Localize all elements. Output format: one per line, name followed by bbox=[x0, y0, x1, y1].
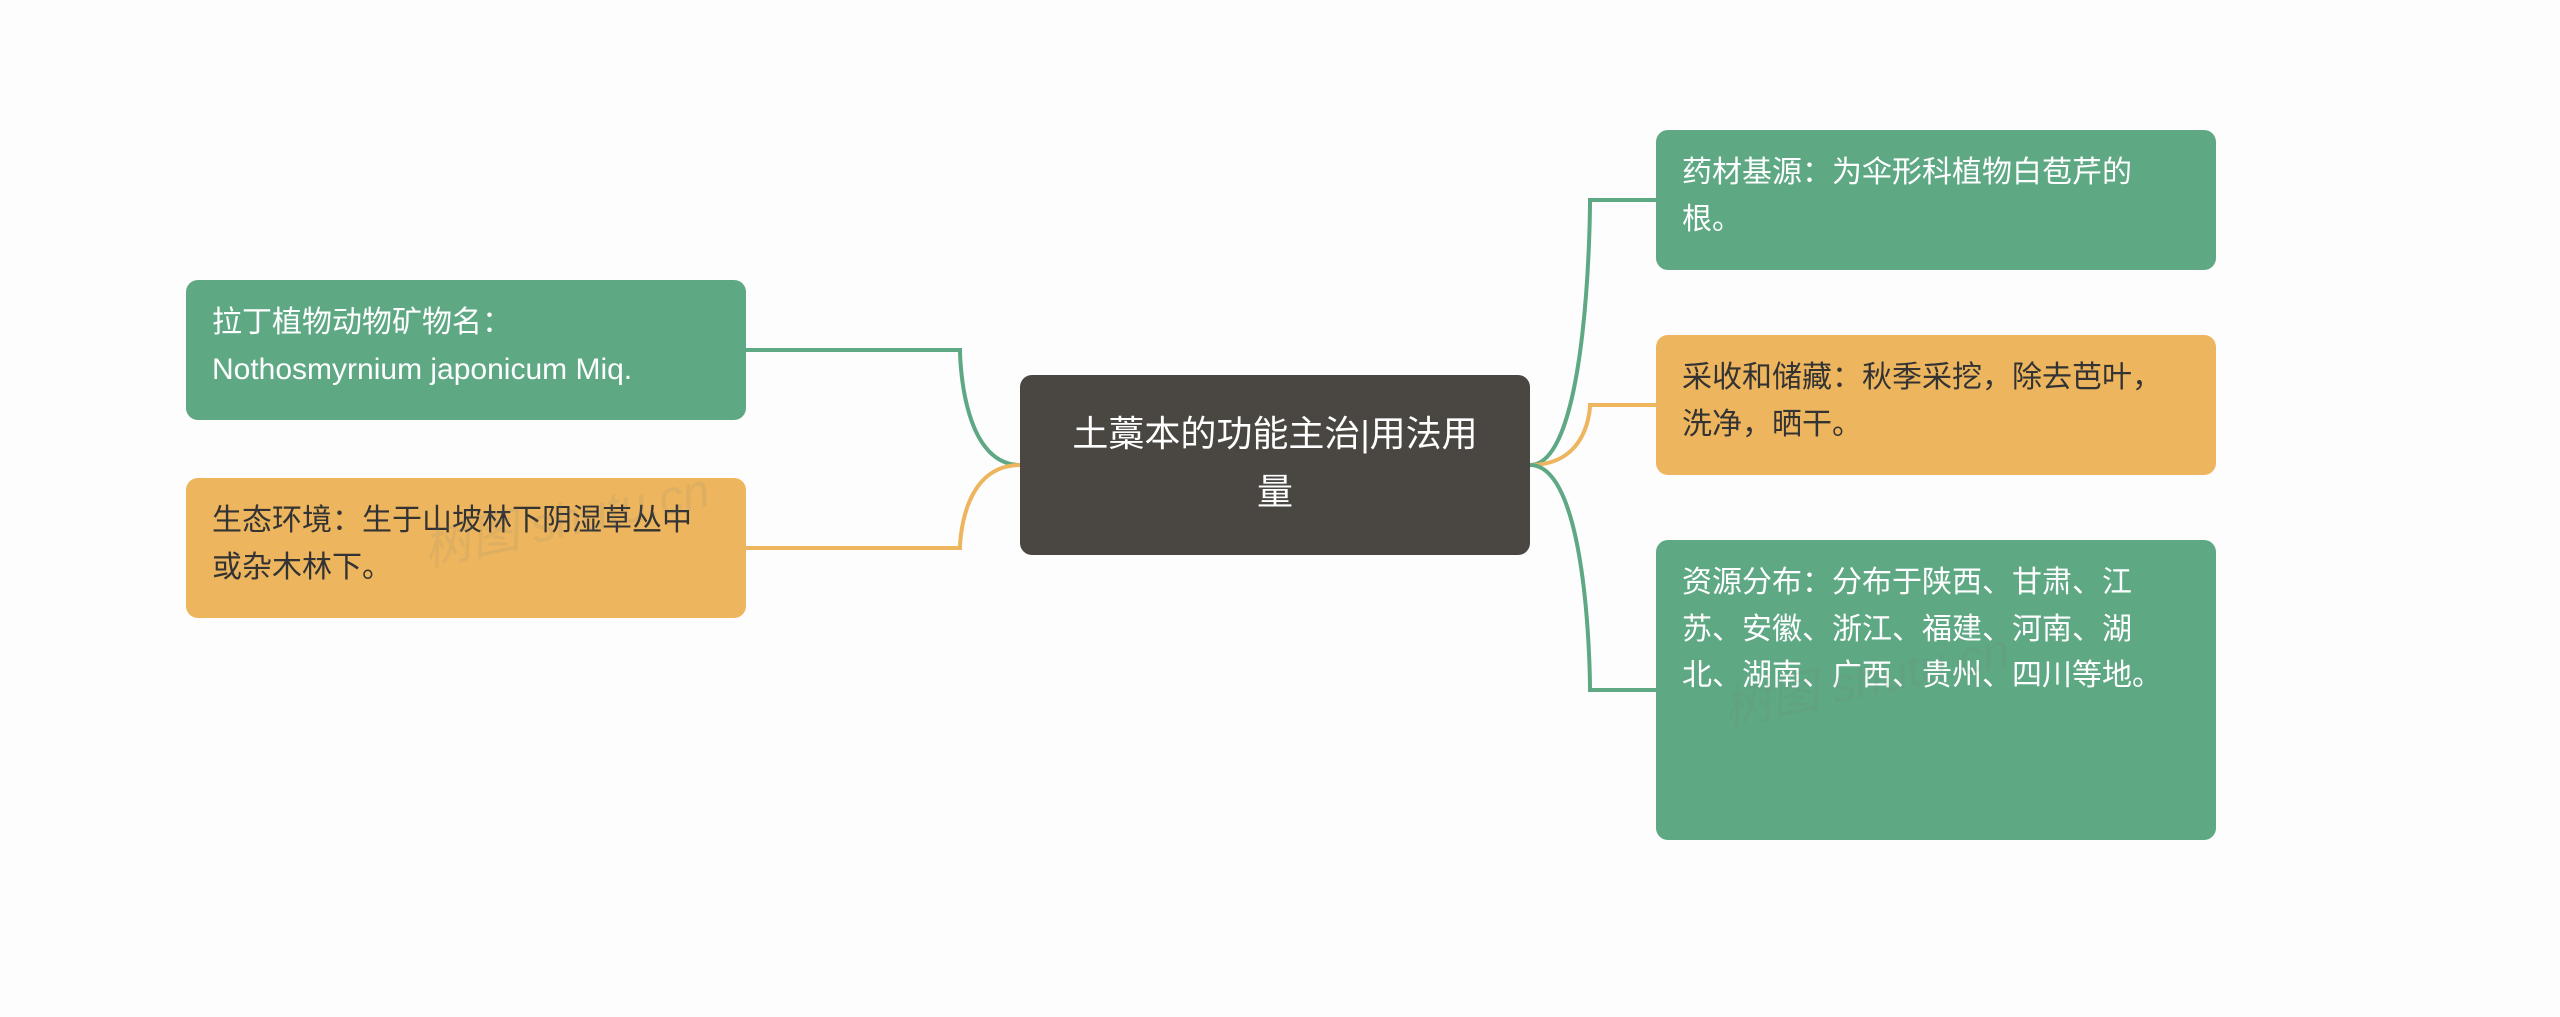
left-node-0: 拉丁植物动物矿物名：Nothosmyrnium japonicum Miq. bbox=[186, 280, 746, 420]
left-node-1: 生态环境：生于山坡林下阴湿草丛中或杂木林下。 bbox=[186, 478, 746, 618]
left-node-1-text: 生态环境：生于山坡林下阴湿草丛中或杂木林下。 bbox=[212, 504, 692, 584]
center-node: 土藁本的功能主治|用法用量 bbox=[1020, 375, 1530, 555]
right-node-2-text: 资源分布：分布于陕西、甘肃、江苏、安徽、浙江、福建、河南、湖北、湖南、广西、贵州… bbox=[1682, 566, 2162, 692]
left-node-0-text: 拉丁植物动物矿物名：Nothosmyrnium japonicum Miq. bbox=[212, 306, 632, 386]
right-node-1: 采收和储藏：秋季采挖，除去芭叶，洗净，晒干。 bbox=[1656, 335, 2216, 475]
right-node-2: 资源分布：分布于陕西、甘肃、江苏、安徽、浙江、福建、河南、湖北、湖南、广西、贵州… bbox=[1656, 540, 2216, 840]
right-node-0: 药材基源：为伞形科植物白苞芹的根。 bbox=[1656, 130, 2216, 270]
right-node-1-text: 采收和储藏：秋季采挖，除去芭叶，洗净，晒干。 bbox=[1682, 361, 2162, 441]
right-node-0-text: 药材基源：为伞形科植物白苞芹的根。 bbox=[1682, 156, 2132, 236]
center-node-text: 土藁本的功能主治|用法用量 bbox=[1072, 413, 1477, 512]
